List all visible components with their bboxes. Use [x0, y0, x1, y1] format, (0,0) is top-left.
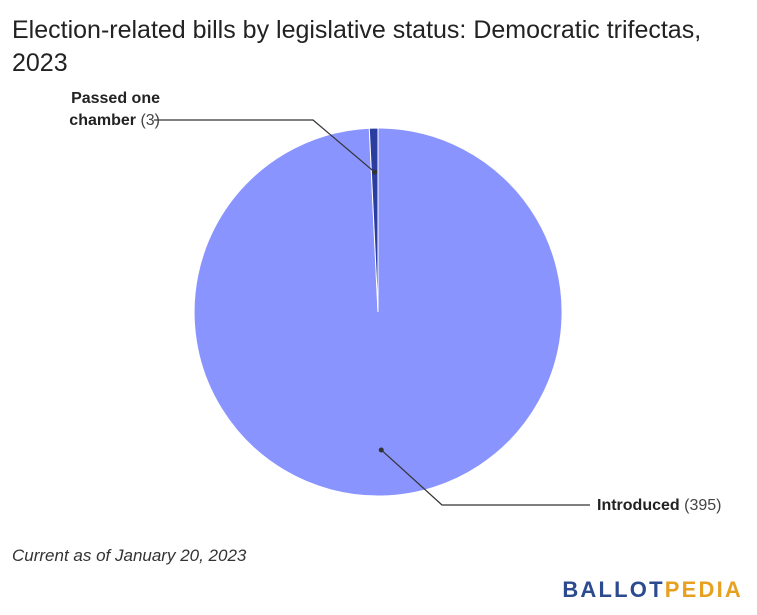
slice-label-value: (395) [680, 497, 722, 514]
leader-line-introduced [380, 449, 590, 506]
slice-label-name: Passed one [71, 90, 160, 107]
slice-label-introduced: Introduced (395) [597, 497, 721, 514]
leader-lines [154, 119, 590, 506]
slice-labels: Introduced (395) Passed one chamber (3) [69, 90, 721, 514]
slice-label-name: chamber [69, 112, 136, 129]
leader-line-passed-one-chamber [154, 119, 376, 173]
logo-part-ballot: BALLOT [562, 577, 665, 602]
slice-label-name: Introduced [597, 497, 680, 514]
chart-title: Election-related bills by legislative st… [12, 16, 702, 77]
logo-part-pedia: PEDIA [664, 577, 743, 602]
footnote: Current as of January 20, 2023 [12, 546, 247, 565]
slice-label-value: (3) [136, 112, 160, 129]
slice-label-passed-one-chamber: Passed one chamber (3) [69, 90, 160, 129]
pie-slices [193, 127, 563, 497]
ballotpedia-logo: BALLOTPEDIA [562, 577, 743, 603]
